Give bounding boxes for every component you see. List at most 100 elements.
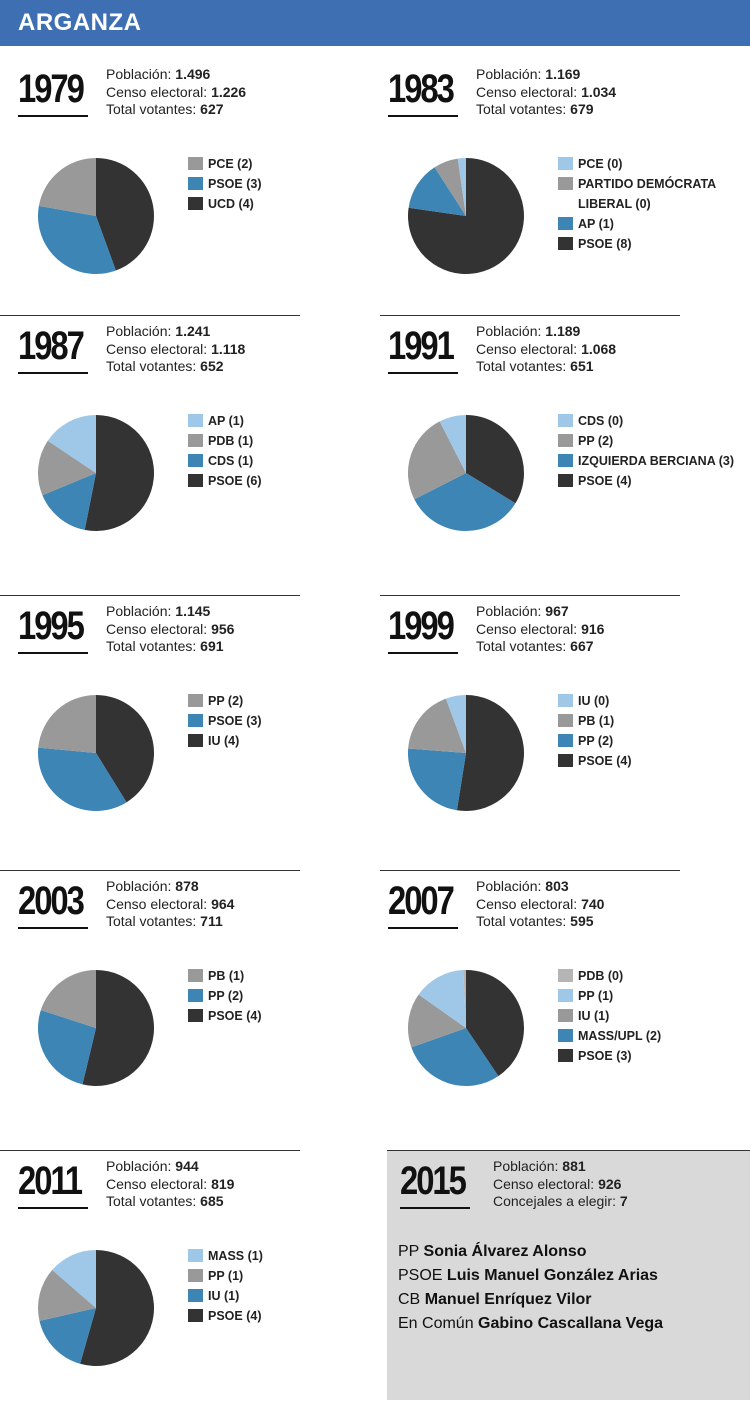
year-label: 1979 xyxy=(18,67,85,111)
pie-slice xyxy=(414,473,516,531)
legend-swatch xyxy=(558,434,573,447)
stat-votantes: Total votantes: 651 xyxy=(476,358,616,376)
stat-censo: Censo electoral: 926 xyxy=(493,1176,628,1194)
candidate-party: PP xyxy=(398,1243,420,1260)
stat-label: Total votantes: xyxy=(476,101,567,117)
legend-swatch xyxy=(188,474,203,487)
header-bar: ARGANZA xyxy=(0,0,750,46)
pie-slice xyxy=(408,994,466,1048)
legend-item: PSOE (3) xyxy=(558,1046,750,1066)
legend-swatch xyxy=(558,694,573,707)
pie-chart-1995 xyxy=(38,695,154,811)
legend-label: PSOE (4) xyxy=(208,1309,262,1323)
pie-chart-1987 xyxy=(38,415,154,531)
legend-label: AP (1) xyxy=(578,217,614,231)
legend-label: PCE (2) xyxy=(208,157,253,171)
pie-slice xyxy=(466,970,524,1077)
legend-label: PP (2) xyxy=(208,694,244,708)
legend-label: CDS (0) xyxy=(578,414,624,428)
stat-label: Censo electoral: xyxy=(493,1175,595,1192)
pie-legend: PB (1) PP (2) PSOE (4) xyxy=(188,966,388,1026)
pie-slice xyxy=(466,415,524,504)
legend-item: PSOE (3) xyxy=(188,174,388,194)
stat-votantes: Total votantes: 711 xyxy=(106,913,234,931)
stat-label: Censo electoral: xyxy=(476,895,578,912)
stats-block: Población: 1.169 Censo electoral: 1.034 To… xyxy=(476,66,616,119)
legend-swatch xyxy=(188,177,203,190)
stat-value: 878 xyxy=(175,878,199,894)
pie-slice xyxy=(38,158,96,216)
stat-label: Concejales a elegir: xyxy=(493,1193,616,1209)
stat-votantes: Total votantes: 627 xyxy=(106,101,246,119)
candidate-name: Manuel Enríquez Vilor xyxy=(424,1291,592,1308)
stat-value: 667 xyxy=(570,638,594,654)
stat-censo: Censo electoral: 1.034 xyxy=(476,84,616,102)
legend-swatch xyxy=(558,1049,573,1062)
stat-label: Población: xyxy=(106,878,172,894)
stat-votantes: Total votantes: 679 xyxy=(476,101,616,119)
legend-item: PCE (0) xyxy=(558,154,750,174)
legend-swatch xyxy=(188,989,203,1002)
year-underline xyxy=(18,1207,88,1209)
year-label: 1995 xyxy=(18,604,85,648)
legend-item: IZQUIERDA BERCIANA (3) xyxy=(558,451,750,471)
stat-label: Total votantes: xyxy=(106,358,197,374)
pie-slice xyxy=(408,748,466,811)
legend-item: PSOE (4) xyxy=(558,471,750,491)
legend-item: PDB (1) xyxy=(188,431,388,451)
legend-item: MASS/UPL (2) xyxy=(558,1026,750,1046)
legend-label: IU (1) xyxy=(208,1289,240,1303)
legend-swatch xyxy=(558,989,573,1002)
legend-item: PP (2) xyxy=(188,986,388,1006)
stat-label: Población: xyxy=(106,1158,172,1174)
stat-value: 595 xyxy=(570,913,594,929)
legend-swatch xyxy=(188,1289,203,1302)
stat-label: Censo electoral: xyxy=(106,83,208,100)
year-underline xyxy=(18,372,88,374)
stat-label: Total votantes: xyxy=(476,358,567,374)
year-underline xyxy=(18,652,88,654)
pie-legend: PCE (0) PARTIDO DEMÓCRATA LIBERAL (0) AP (… xyxy=(558,154,750,254)
pie-slice xyxy=(47,415,96,473)
stat-poblacion: Población: 1.169 xyxy=(476,66,616,84)
stat-value: 881 xyxy=(562,1158,586,1174)
legend-swatch xyxy=(188,1249,203,1262)
stat-value: 1.496 xyxy=(175,66,211,82)
stat-label: Población: xyxy=(476,878,542,894)
stat-value: 1.169 xyxy=(545,66,581,82)
legend-label: PCE (0) xyxy=(578,157,623,171)
pie-slice xyxy=(439,415,466,473)
pie-legend: MASS (1) PP (1) IU (1) PSOE (4) xyxy=(188,1246,388,1326)
pie-legend: CDS (0) PP (2) IZQUIERDA BERCIANA (3) PSOE … xyxy=(558,411,750,491)
pie-slice xyxy=(96,695,154,803)
stats-block: Población: 803 Censo electoral: 740 Total … xyxy=(476,878,604,931)
stats-block: Población: 1.145 Censo electoral: 956 Tota… xyxy=(106,603,234,656)
legend-swatch xyxy=(188,454,203,467)
stat-value: 1.189 xyxy=(545,323,581,339)
legend-swatch xyxy=(558,454,573,467)
year-underline xyxy=(18,115,88,117)
stat-label: Censo electoral: xyxy=(476,340,578,357)
stat-value: 956 xyxy=(211,620,235,637)
stat-value: 926 xyxy=(598,1175,622,1192)
pie-chart-1979 xyxy=(38,158,154,274)
page-title: ARGANZA xyxy=(18,9,142,36)
candidate-party: En Común xyxy=(398,1315,474,1332)
stat-label: Total votantes: xyxy=(106,101,197,117)
legend-item: AP (1) xyxy=(188,411,388,431)
legend-label: PP (1) xyxy=(578,989,614,1003)
stat-value: 652 xyxy=(200,358,224,374)
stat-poblacion: Población: 803 xyxy=(476,878,604,896)
pie-slice xyxy=(38,747,127,811)
candidate-party: PSOE xyxy=(398,1267,443,1284)
legend-swatch xyxy=(558,157,573,170)
stats-block: Población: 878 Censo electoral: 964 Total … xyxy=(106,878,234,931)
legend-item: PSOE (4) xyxy=(188,1306,388,1326)
stat-value: 1.241 xyxy=(175,323,211,339)
pie-legend: PCE (2) PSOE (3) UCD (4) xyxy=(188,154,388,214)
stat-value: 916 xyxy=(581,620,605,637)
stat-poblacion: Población: 1.189 xyxy=(476,323,616,341)
stat-value: 1.034 xyxy=(581,83,617,100)
stat-value: 685 xyxy=(200,1193,224,1209)
stats-block: Población: 944 Censo electoral: 819 Total … xyxy=(106,1158,234,1211)
